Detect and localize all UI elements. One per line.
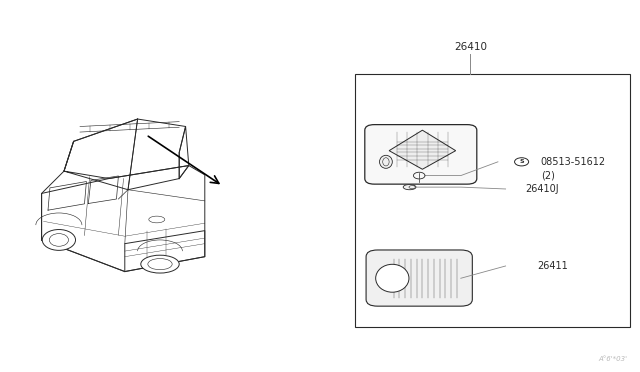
Text: A°6'*03': A°6'*03'	[598, 356, 627, 362]
Text: 08513-51612: 08513-51612	[541, 157, 606, 167]
Polygon shape	[389, 130, 456, 169]
FancyBboxPatch shape	[366, 250, 472, 306]
Ellipse shape	[403, 185, 416, 190]
Text: 26410J: 26410J	[525, 184, 559, 194]
Ellipse shape	[380, 155, 392, 168]
Text: 26410: 26410	[454, 42, 487, 52]
FancyBboxPatch shape	[365, 125, 477, 184]
Bar	[355, 74, 630, 327]
Ellipse shape	[42, 230, 76, 250]
Text: S: S	[519, 159, 524, 164]
Ellipse shape	[376, 264, 409, 292]
Text: 26411: 26411	[538, 261, 568, 271]
Ellipse shape	[49, 234, 68, 246]
Ellipse shape	[141, 255, 179, 273]
Ellipse shape	[148, 259, 172, 270]
Text: (2): (2)	[541, 171, 555, 180]
